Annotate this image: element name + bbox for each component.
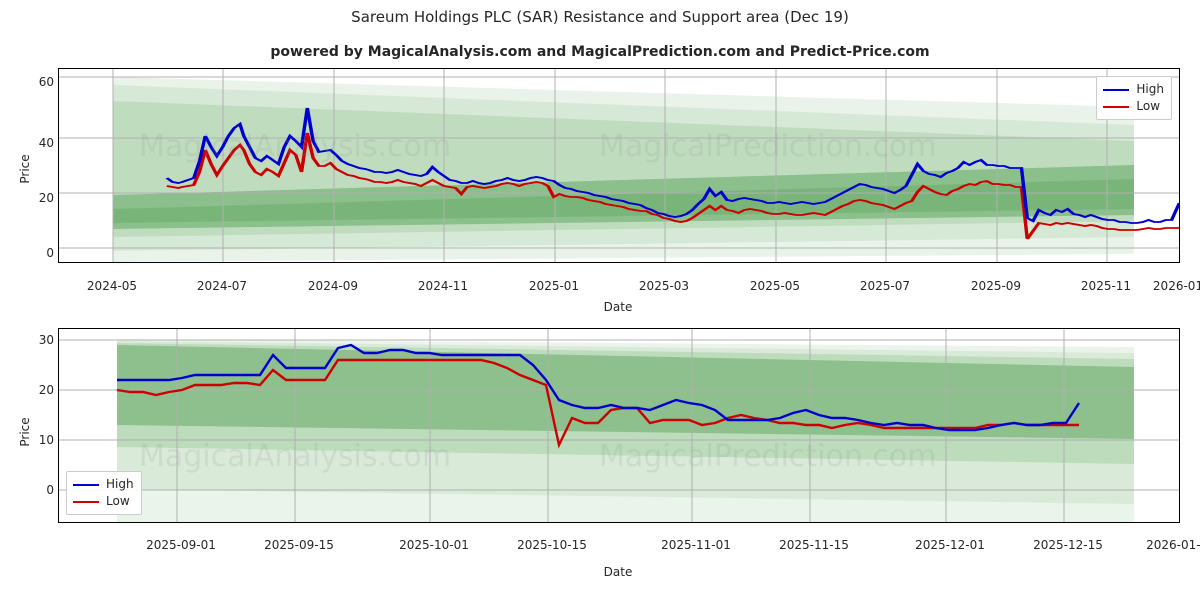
legend-row-high: High: [1103, 81, 1164, 98]
top-series-high: [165, 107, 1179, 224]
bottom-xtick-8: 2025-12-15: [1033, 538, 1103, 552]
top-chart-panel: Price 60 40 20 0: [18, 68, 1200, 314]
top-series-low: [166, 132, 1179, 240]
bottom-chart-ylabel: Price: [18, 417, 32, 447]
legend-label-high: High: [1136, 82, 1164, 96]
top-ytick-0: 0: [46, 246, 54, 260]
top-chart-plot-area: MagicalAnalysis.com MagicalPrediction.co…: [58, 68, 1180, 263]
legend-line-high-icon: [73, 483, 99, 486]
bottom-ytick-20: 20: [38, 383, 54, 397]
top-ytick-20: 20: [38, 191, 54, 205]
top-chart-svg: [59, 69, 1179, 262]
top-ytick-60: 60: [38, 75, 54, 89]
top-xtick-1: 2024-05: [86, 279, 138, 293]
legend-line-low-icon: [1103, 105, 1130, 108]
bottom-xtick-2: 2025-09-15: [264, 538, 334, 552]
bottom-xtick-3: 2025-10-01: [399, 538, 469, 552]
top-xtick-2: 2024-07: [196, 279, 248, 293]
bottom-chart-gridlines: [59, 329, 1179, 522]
bottom-chart-xlabel: Date: [603, 565, 633, 579]
legend-line-high-icon: [1103, 88, 1130, 91]
page-subtitle: powered by MagicalAnalysis.com and Magic…: [270, 44, 930, 60]
legend-row-high: High: [73, 476, 134, 493]
legend-label-low: Low: [106, 494, 130, 508]
bottom-xtick-1: 2025-09-01: [146, 538, 216, 552]
top-xtick-6: 2025-03: [638, 279, 690, 293]
bottom-band-core: [117, 345, 1134, 439]
top-xtick-8: 2025-07: [859, 279, 911, 293]
page-title: Sareum Holdings PLC (SAR) Resistance and…: [351, 8, 849, 26]
bottom-chart-plot-area: MagicalAnalysis.com MagicalPrediction.co…: [58, 328, 1180, 523]
bottom-series-low: [116, 358, 1079, 449]
top-xtick-4: 2024-11: [417, 279, 469, 293]
top-ytick-40: 40: [38, 136, 54, 150]
bottom-chart-panel: Price 30 20 10 0: [0, 320, 1200, 600]
top-xtick-11: 2026-01: [1152, 279, 1200, 293]
top-xtick-9: 2025-09: [970, 279, 1022, 293]
bottom-ytick-10: 10: [38, 433, 54, 447]
bottom-xtick-4: 2025-10-15: [517, 538, 587, 552]
watermark-magicalanalysis-top: MagicalAnalysis.com: [139, 129, 452, 164]
bottom-chart-legend: High Low: [66, 471, 142, 515]
bottom-chart-svg: [59, 329, 1179, 522]
legend-row-low: Low: [73, 493, 134, 510]
bottom-xtick-5: 2025-11-01: [661, 538, 731, 552]
bottom-ytick-30: 30: [38, 333, 54, 347]
legend-line-low-icon: [73, 500, 99, 503]
bottom-xtick-6: 2025-11-15: [779, 538, 849, 552]
watermark-magicalprediction-bottom: MagicalPrediction.com: [599, 439, 937, 474]
top-xtick-5: 2025-01: [528, 279, 580, 293]
legend-row-low: Low: [1103, 98, 1164, 115]
bottom-xtick-9: 2026-01-01: [1146, 538, 1200, 552]
legend-label-high: High: [106, 477, 134, 491]
watermark-magicalanalysis-bottom: MagicalAnalysis.com: [139, 439, 452, 474]
bottom-ytick-0: 0: [46, 483, 54, 497]
top-xtick-3: 2024-09: [307, 279, 359, 293]
top-xtick-10: 2025-11: [1080, 279, 1132, 293]
bottom-xtick-7: 2025-12-01: [915, 538, 985, 552]
watermark-magicalprediction-top: MagicalPrediction.com: [599, 129, 937, 164]
top-chart-legend: High Low: [1096, 76, 1172, 120]
legend-label-low: Low: [1136, 99, 1161, 113]
bottom-series-high: [117, 343, 1081, 432]
top-xtick-7: 2025-05: [749, 279, 801, 293]
top-chart-xlabel: Date: [603, 300, 633, 314]
